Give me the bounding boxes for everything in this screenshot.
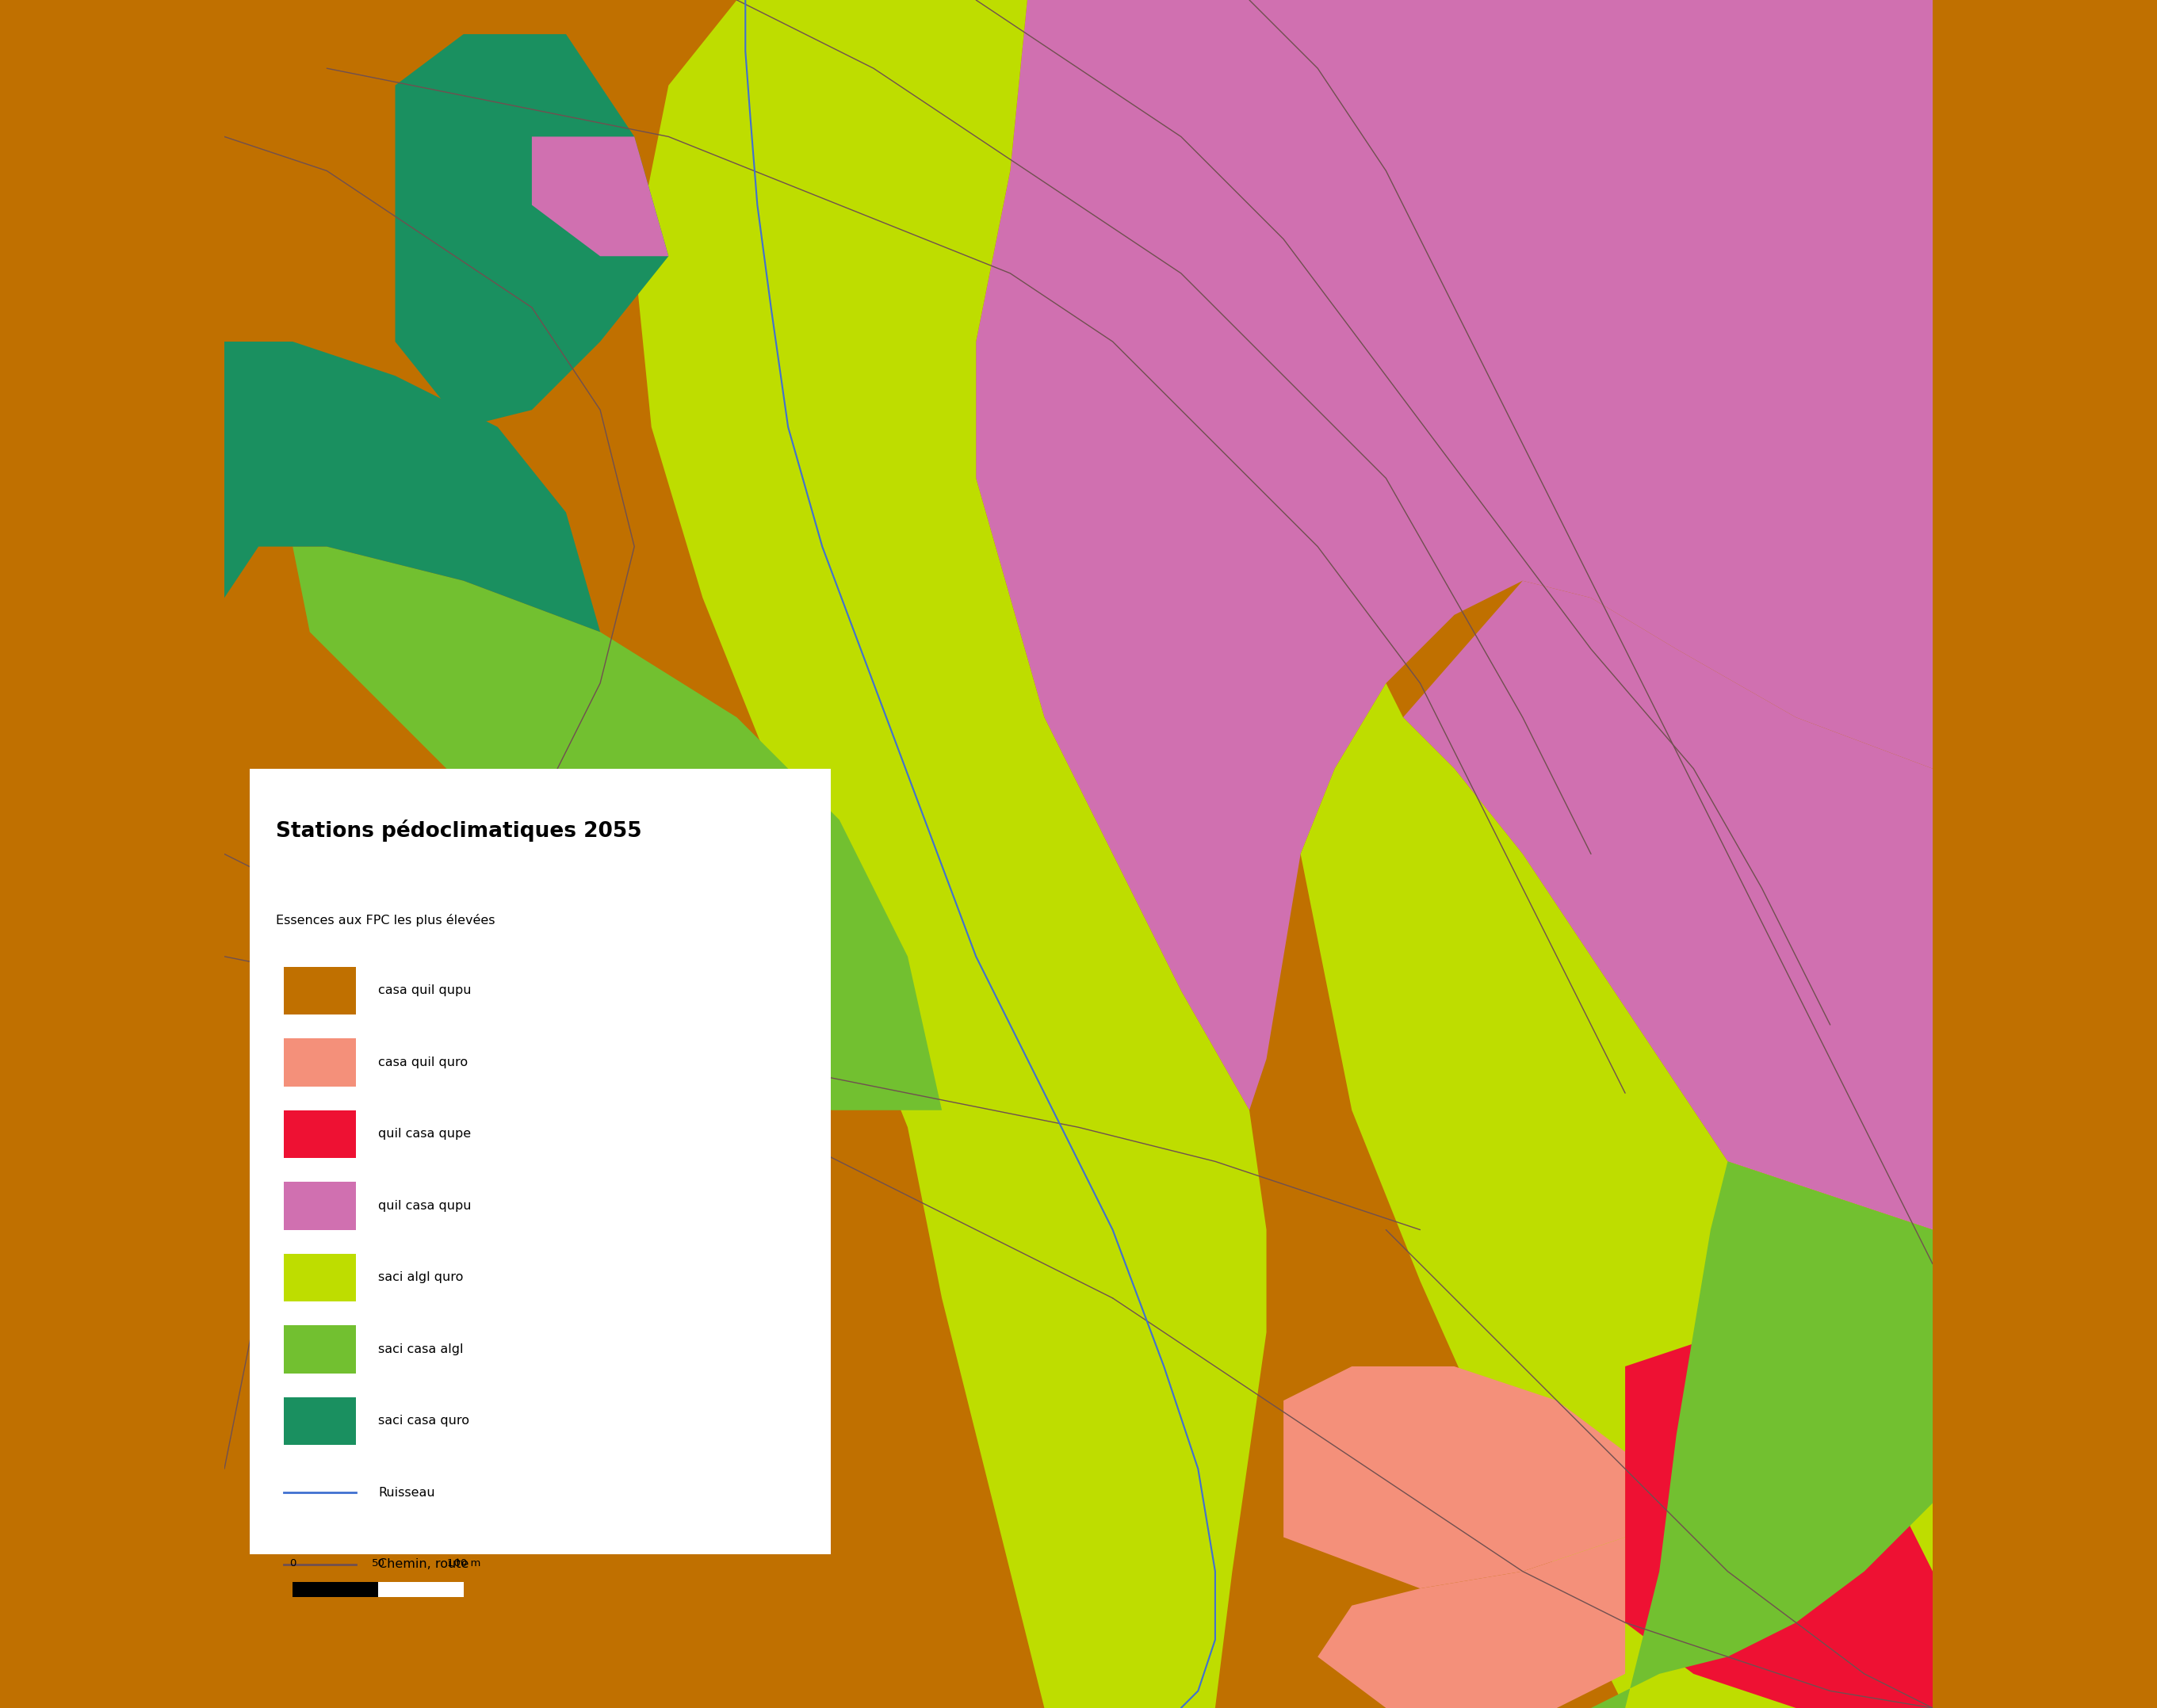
- Bar: [285, 1182, 356, 1230]
- Polygon shape: [1624, 1332, 1933, 1708]
- Polygon shape: [1592, 1161, 1933, 1708]
- Polygon shape: [975, 0, 1933, 1110]
- Text: 0: 0: [289, 1558, 296, 1568]
- Text: casa quil quro: casa quil quro: [377, 1057, 468, 1068]
- Text: saci casa algl: saci casa algl: [377, 1344, 464, 1354]
- Text: 50: 50: [371, 1558, 384, 1568]
- Polygon shape: [293, 547, 943, 1110]
- Text: Ruisseau: Ruisseau: [377, 1488, 436, 1498]
- Bar: [293, 1582, 377, 1597]
- Bar: [285, 967, 356, 1015]
- Polygon shape: [533, 137, 669, 256]
- Text: 100 m: 100 m: [446, 1558, 481, 1568]
- Bar: [285, 1254, 356, 1301]
- Text: quil casa qupu: quil casa qupu: [377, 1201, 470, 1211]
- Polygon shape: [224, 342, 600, 649]
- Text: saci casa quro: saci casa quro: [377, 1416, 470, 1426]
- Bar: [377, 1582, 464, 1597]
- Polygon shape: [1402, 581, 1933, 1230]
- Text: Chemin, route: Chemin, route: [377, 1559, 468, 1570]
- Polygon shape: [1283, 1366, 1624, 1588]
- Text: saci algl quro: saci algl quro: [377, 1272, 464, 1283]
- Polygon shape: [1301, 683, 1933, 1708]
- Bar: [250, 769, 830, 1554]
- Bar: [285, 1397, 356, 1445]
- Text: quil casa qupe: quil casa qupe: [377, 1129, 470, 1139]
- Bar: [285, 1110, 356, 1158]
- Text: casa quil qupu: casa quil qupu: [377, 986, 470, 996]
- Polygon shape: [1318, 1537, 1624, 1708]
- Bar: [285, 1325, 356, 1373]
- Polygon shape: [395, 34, 669, 427]
- Text: Essences aux FPC les plus élevées: Essences aux FPC les plus élevées: [276, 914, 494, 926]
- Text: Stations pédoclimatiques 2055: Stations pédoclimatiques 2055: [276, 820, 641, 842]
- Bar: [285, 1038, 356, 1086]
- Polygon shape: [634, 0, 1266, 1708]
